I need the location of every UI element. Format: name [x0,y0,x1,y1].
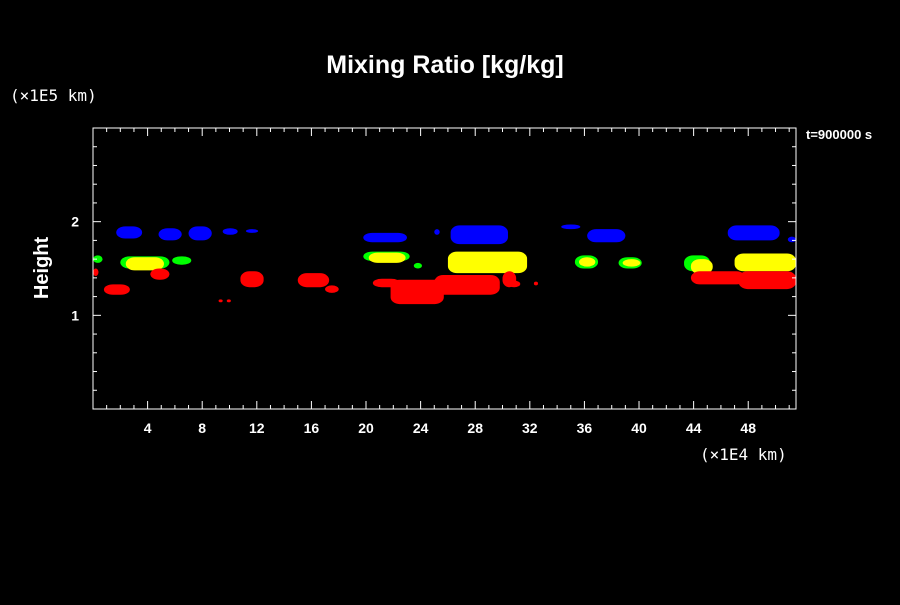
axis-ticks [93,128,796,409]
patch-3-3 [218,299,223,303]
data-patches [93,224,796,305]
patch-2-3 [578,257,596,267]
series-0 [116,224,796,245]
x-tick-label: 8 [198,420,206,436]
x-tick-label: 44 [686,420,702,436]
patch-3-13 [533,281,539,286]
patch-0-8 [561,224,581,230]
x-scale-note: (×1E4 km) [700,445,787,464]
x-tick-label: 32 [522,420,538,436]
patch-0-2 [188,226,212,241]
patch-3-0 [93,268,99,276]
patch-3-5 [240,271,264,288]
patch-2-1 [368,252,406,263]
chart-title: Mixing Ratio [kg/kg] [326,51,564,79]
y-scale-note: (×1E5 km) [10,86,97,105]
patch-0-5 [363,232,407,243]
patch-0-0 [116,226,143,239]
patch-0-10 [727,225,780,241]
y-tick-label: 2 [71,214,79,230]
patch-2-5 [690,259,713,275]
y-tick-label: 1 [71,307,79,323]
x-tick-label: 24 [413,420,429,436]
series-2 [125,251,796,275]
patch-0-9 [587,229,626,243]
patch-3-7 [325,285,339,293]
patch-2-4 [622,259,641,267]
patch-3-12 [507,280,521,288]
x-tick-label: 36 [577,420,593,436]
patch-3-14 [690,271,746,285]
patch-0-1 [158,228,182,241]
patch-2-2 [447,251,528,274]
x-tick-label: 16 [304,420,320,436]
x-tick-label: 48 [740,420,756,436]
patch-0-3 [222,228,238,235]
plot-frame [92,127,797,410]
series-3 [93,268,796,305]
patch-3-1 [103,284,130,295]
patch-3-4 [226,299,231,303]
patch-1-0 [93,255,103,263]
patch-3-6 [297,273,330,288]
patch-3-2 [150,268,170,280]
patch-0-11 [787,236,796,243]
time-label: t=900000 s [806,127,872,142]
x-tick-label: 40 [631,420,647,436]
x-tick-label: 20 [358,420,374,436]
patch-3-15 [738,271,796,290]
patch-2-6 [734,253,796,272]
x-tick-label: 12 [249,420,265,436]
patch-1-2 [172,256,192,265]
patch-0-6 [434,229,440,235]
patch-0-4 [245,229,259,233]
y-axis-label: Height [31,237,53,300]
patch-2-0 [125,257,164,271]
patch-3-9 [390,279,444,305]
patch-3-10 [434,275,500,295]
patch-1-4 [413,262,422,269]
x-tick-label: 4 [144,420,152,436]
x-tick-label: 28 [467,420,483,436]
patch-0-7 [450,225,508,245]
